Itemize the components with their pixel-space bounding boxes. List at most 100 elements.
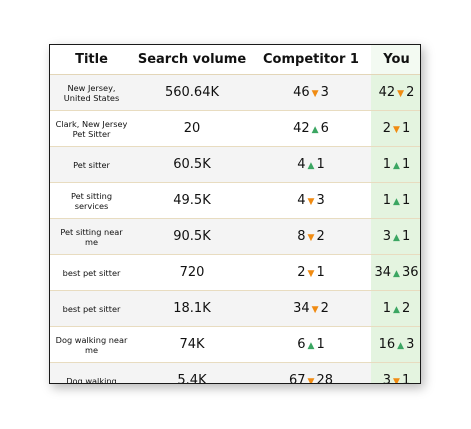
triangle-up-icon: ▲ — [307, 161, 315, 171]
your-rank-previous: 34 — [374, 265, 392, 280]
table-body: New Jersey, United States 560.64K 46 ▼ 3 42 ▼ 2… — [50, 74, 420, 384]
competitor-rank: 67 ▼ 28 — [251, 362, 371, 384]
your-rank: 3 ▼ 1 — [371, 362, 420, 384]
your-rank: 34 ▲ 36 — [371, 254, 420, 291]
table-row[interactable]: Pet sitting services 49.5K 4 ▼ 3 1 ▲ 1 — [50, 182, 420, 219]
search-volume-cell: 60.5K — [133, 146, 251, 183]
competitor-rank-current: 3 — [316, 193, 325, 208]
search-volume-cell: 49.5K — [133, 182, 251, 219]
your-rank: 1 ▲ 2 — [371, 290, 420, 327]
competitor-rank: 2 ▼ 1 — [251, 254, 371, 291]
competitor-rank-current: 2 — [316, 229, 325, 244]
triangle-down-icon: ▼ — [393, 377, 400, 384]
your-rank-current: 1 — [401, 157, 411, 172]
competitor-rank-current: 1 — [316, 157, 325, 172]
your-rank-current: 2 — [406, 85, 415, 100]
search-volume-cell: 5.4K — [133, 362, 251, 383]
table-row[interactable]: New Jersey, United States 560.64K 46 ▼ 3 42 ▼ 2 — [50, 74, 420, 111]
keyword-title: Pet sitting near me — [60, 226, 123, 247]
triangle-up-icon: ▲ — [393, 233, 400, 243]
search-volume-cell: 720 — [133, 254, 251, 291]
header-you[interactable]: You — [371, 45, 420, 75]
triangle-down-icon: ▼ — [393, 125, 400, 135]
your-rank-previous: 2 — [382, 121, 392, 136]
table-row[interactable]: Dog walking 5.4K 67 ▼ 28 3 ▼ 1 — [50, 362, 420, 384]
triangle-up-icon: ▲ — [311, 125, 319, 135]
your-rank: 42 ▼ 2 — [371, 74, 420, 111]
keyword-title: Pet sitter — [73, 159, 110, 170]
your-rank-previous: 42 — [378, 85, 396, 100]
keyword-title-cell: best pet sitter — [50, 254, 133, 291]
your-rank-current: 1 — [401, 121, 411, 136]
table-row[interactable]: best pet sitter 720 2 ▼ 1 34 ▲ 36 — [50, 254, 420, 291]
triangle-down-icon: ▼ — [307, 269, 315, 279]
header-competitor-1[interactable]: Competitor 1 — [251, 45, 371, 75]
keyword-title-cell: Pet sitting near me — [50, 218, 133, 255]
keyword-title-cell: New Jersey, United States — [50, 74, 133, 111]
triangle-up-icon: ▲ — [307, 341, 315, 351]
competitor-rank-previous: 6 — [297, 337, 306, 352]
triangle-down-icon: ▼ — [311, 305, 319, 315]
keyword-title: best pet sitter — [62, 267, 121, 278]
your-rank: 1 ▲ 1 — [371, 146, 420, 183]
competitor-rank-current: 6 — [320, 121, 329, 136]
competitor-rank: 8 ▼ 2 — [251, 218, 371, 255]
your-rank-previous: 1 — [382, 193, 392, 208]
your-rank-previous: 16 — [378, 337, 396, 352]
table-header-row: Title Search volume Competitor 1 You — [50, 45, 420, 75]
competitor-rank-previous: 42 — [293, 121, 310, 136]
your-rank-current: 2 — [401, 301, 411, 316]
competitor-rank: 6 ▲ 1 — [251, 326, 371, 363]
triangle-up-icon: ▲ — [393, 197, 400, 207]
competitor-rank: 4 ▼ 3 — [251, 182, 371, 219]
triangle-down-icon: ▼ — [307, 377, 315, 384]
your-rank-previous: 1 — [382, 157, 392, 172]
your-rank-current: 36 — [401, 265, 419, 280]
triangle-up-icon: ▲ — [393, 305, 400, 315]
keyword-title: best pet sitter — [62, 303, 121, 314]
your-rank: 3 ▲ 1 — [371, 218, 420, 255]
search-volume-cell: 74K — [133, 326, 251, 363]
keyword-title-cell: Dog walking near me — [50, 326, 133, 363]
competitor-rank-current: 2 — [320, 301, 329, 316]
competitor-rank-previous: 67 — [288, 373, 306, 384]
your-rank-current: 1 — [401, 229, 411, 244]
header-search-volume[interactable]: Search volume — [133, 45, 251, 75]
keyword-title: Clark, New Jersey Pet Sitter — [55, 118, 128, 139]
table-row[interactable]: best pet sitter 18.1K 34 ▼ 2 1 ▲ 2 — [50, 290, 420, 327]
search-volume-cell: 90.5K — [133, 218, 251, 255]
table-row[interactable]: Pet sitting near me 90.5K 8 ▼ 2 3 ▲ 1 — [50, 218, 420, 255]
your-rank-current: 1 — [401, 193, 411, 208]
keyword-title: Dog walking near me — [55, 334, 128, 355]
keyword-title: Pet sitting services — [70, 190, 113, 211]
table-row[interactable]: Dog walking near me 74K 6 ▲ 1 16 ▲ 3 — [50, 326, 420, 363]
keyword-title-cell: Dog walking — [50, 362, 133, 384]
triangle-up-icon: ▲ — [393, 269, 400, 279]
triangle-down-icon: ▼ — [311, 89, 319, 99]
competitor-rank-previous: 8 — [297, 229, 306, 244]
rankings-table-card: Title Search volume Competitor 1 You New… — [49, 44, 421, 384]
your-rank: 2 ▼ 1 — [371, 110, 420, 147]
keyword-title-cell: Pet sitting services — [50, 182, 133, 219]
competitor-rank-previous: 34 — [293, 301, 310, 316]
your-rank-previous: 3 — [382, 373, 392, 384]
table-row[interactable]: Clark, New Jersey Pet Sitter 20 42 ▲ 6 2 ▼ 1 — [50, 110, 420, 147]
keyword-title-cell: Clark, New Jersey Pet Sitter — [50, 110, 133, 147]
your-rank: 1 ▲ 1 — [371, 182, 420, 219]
search-volume-cell: 18.1K — [133, 290, 251, 327]
triangle-down-icon: ▼ — [307, 233, 315, 243]
competitor-rank-previous: 4 — [297, 193, 306, 208]
triangle-down-icon: ▼ — [397, 89, 405, 99]
keyword-title-cell: best pet sitter — [50, 290, 133, 327]
keyword-title: New Jersey, United States — [63, 82, 120, 103]
header-title[interactable]: Title — [50, 45, 133, 75]
keyword-title: Dog walking — [66, 375, 117, 384]
triangle-down-icon: ▼ — [307, 197, 315, 207]
your-rank-previous: 1 — [382, 301, 392, 316]
table-row[interactable]: Pet sitter 60.5K 4 ▲ 1 1 ▲ 1 — [50, 146, 420, 183]
competitor-rank-current: 28 — [316, 373, 333, 384]
competitor-rank: 46 ▼ 3 — [251, 74, 371, 111]
triangle-up-icon: ▲ — [397, 341, 405, 351]
competitor-rank-current: 1 — [316, 337, 325, 352]
search-volume-cell: 560.64K — [133, 74, 251, 111]
